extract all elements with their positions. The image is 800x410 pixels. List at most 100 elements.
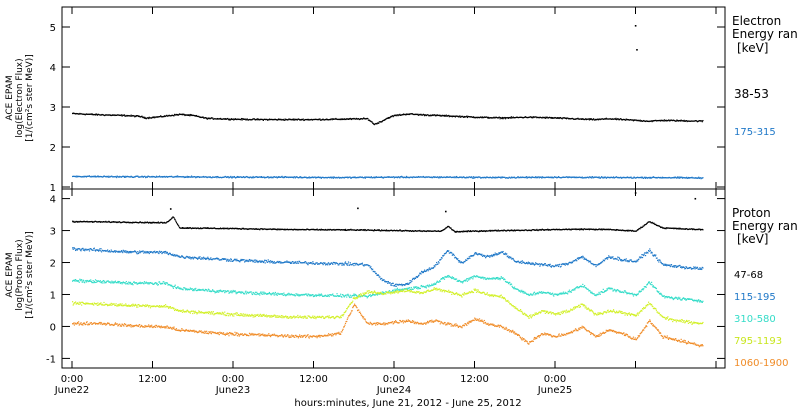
data-point: [228, 292, 230, 294]
data-point: [691, 267, 693, 270]
data-point: [150, 221, 152, 224]
data-point: [180, 113, 182, 116]
data-point: [134, 221, 136, 223]
data-point: [147, 175, 149, 177]
data-point: [420, 114, 423, 116]
data-point: [492, 277, 495, 279]
data-point: [589, 228, 591, 230]
data-point: [393, 284, 395, 286]
data-point: [635, 260, 637, 262]
data-point: [344, 118, 347, 120]
data-point: [373, 271, 376, 273]
data-point: [571, 228, 574, 230]
data-point: [425, 230, 427, 232]
data-point: [684, 177, 687, 179]
data-point: [160, 116, 162, 118]
data-point: [130, 252, 132, 254]
data-point: [540, 229, 542, 231]
data-point: [279, 262, 281, 264]
data-point: [324, 264, 327, 266]
data-point: [508, 257, 510, 259]
data-point: [82, 176, 85, 178]
data-point: [388, 117, 390, 119]
data-point: [611, 256, 613, 258]
data-point: [305, 293, 307, 295]
data-point: [211, 117, 213, 119]
data-point: [323, 229, 325, 231]
data-point: [439, 259, 441, 261]
data-point: [138, 115, 140, 117]
data-point: [114, 250, 116, 252]
data-point: [565, 118, 568, 120]
data-point: [342, 118, 344, 121]
data-point: [238, 291, 240, 293]
data-point: [378, 274, 380, 277]
data-point: [86, 113, 88, 115]
data-point: [663, 120, 665, 122]
data-point: [151, 176, 153, 178]
data-point: [385, 176, 387, 178]
data-point: [531, 116, 533, 118]
data-point: [570, 262, 572, 264]
data-point: [543, 176, 545, 178]
data-point: [362, 295, 364, 297]
data-point: [159, 222, 161, 224]
data-point: [541, 117, 543, 119]
data-point: [150, 251, 152, 253]
data-point: [617, 177, 619, 179]
data-point: [84, 221, 86, 223]
data-point: [321, 229, 323, 231]
data-point: [544, 116, 546, 119]
data-point: [445, 114, 447, 117]
data-point: [234, 118, 236, 120]
data-point: [672, 119, 674, 121]
data-point: [232, 118, 234, 120]
data-point: [631, 119, 633, 121]
data-point: [286, 260, 288, 262]
data-point: [542, 116, 544, 118]
data-point: [196, 176, 198, 178]
data-point: [275, 294, 277, 296]
data-point: [428, 286, 430, 288]
data-point: [486, 254, 488, 257]
data-point: [296, 260, 298, 263]
data-point: [609, 118, 612, 120]
data-point: [443, 228, 446, 230]
data-point: [477, 177, 479, 179]
data-point: [216, 257, 218, 259]
data-point: [178, 176, 180, 178]
data-point: [111, 280, 113, 282]
data-point: [263, 176, 265, 178]
data-point: [214, 118, 216, 120]
data-point: [670, 177, 673, 179]
data-point: [596, 176, 598, 179]
data-point: [270, 118, 272, 120]
data-point: [213, 176, 215, 178]
data-point: [72, 280, 74, 282]
data-point: [576, 118, 578, 120]
data-point: [663, 119, 665, 121]
data-point: [171, 114, 173, 117]
data-point: [349, 176, 351, 178]
data-point: [148, 116, 150, 118]
data-point: [498, 230, 501, 232]
data-point: [376, 123, 378, 125]
data-point: [533, 229, 535, 231]
data-point: [647, 120, 649, 122]
data-point: [575, 228, 577, 231]
data-point: [90, 279, 92, 281]
data-point: [500, 277, 502, 279]
data-point: [132, 281, 135, 283]
data-point: [693, 228, 696, 230]
data-point: [152, 175, 154, 178]
data-point: [523, 262, 525, 264]
data-point: [530, 229, 532, 232]
data-point: [456, 230, 458, 232]
data-point: [393, 285, 395, 287]
data-point: [80, 176, 82, 178]
data-point: [277, 118, 280, 120]
data-point: [227, 258, 229, 260]
data-point: [582, 177, 584, 179]
data-point: [698, 228, 700, 230]
data-point: [350, 263, 352, 266]
